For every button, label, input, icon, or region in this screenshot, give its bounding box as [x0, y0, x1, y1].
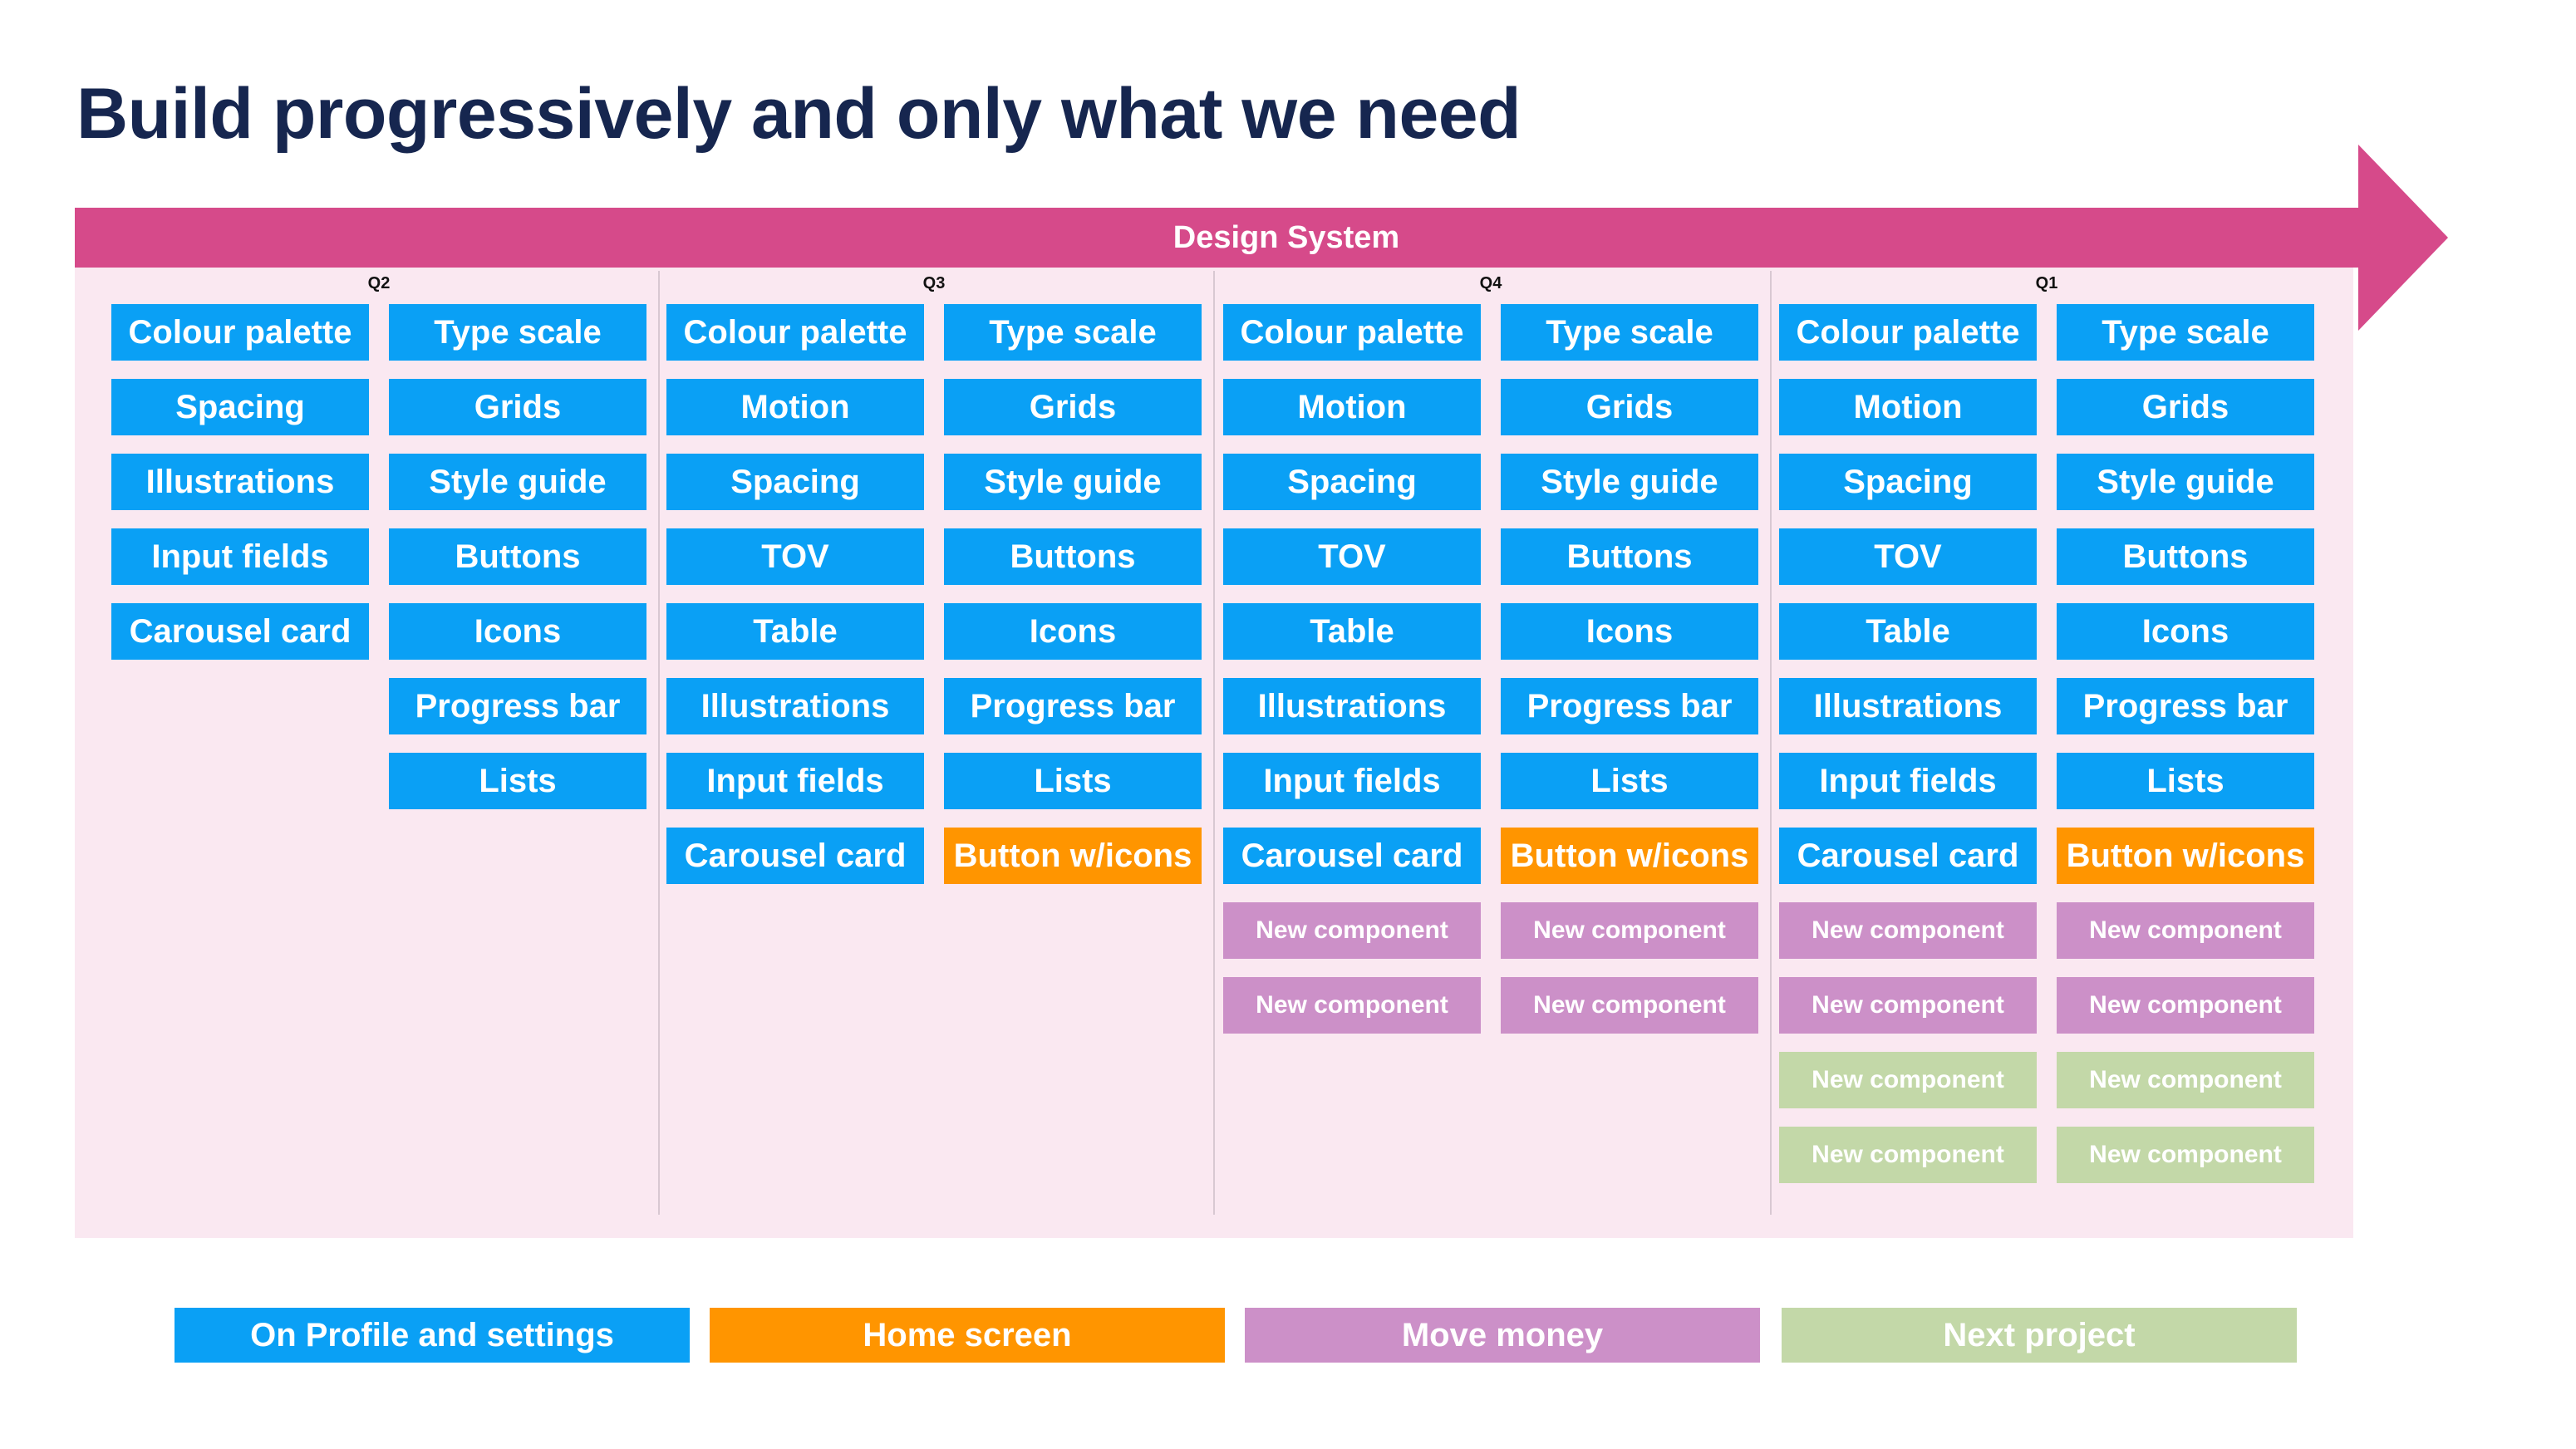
component-chip: New component	[1501, 977, 1758, 1034]
component-chip: Colour palette	[666, 304, 924, 361]
component-chip: TOV	[1223, 528, 1481, 585]
design-system-label: Design System	[1172, 220, 1400, 255]
component-chip: TOV	[1779, 528, 2037, 585]
component-chip: Grids	[1501, 379, 1758, 435]
component-chip: Motion	[666, 379, 924, 435]
component-chip: Motion	[1779, 379, 2037, 435]
component-chip: Buttons	[1501, 528, 1758, 585]
component-chip: New component	[1779, 1052, 2037, 1108]
component-chip: Type scale	[1501, 304, 1758, 361]
component-chip: Illustrations	[111, 454, 369, 510]
quarter-label-q2: Q2	[367, 274, 391, 292]
component-chip: New component	[2057, 902, 2314, 959]
component-chip: New component	[1501, 902, 1758, 959]
component-chip: Style guide	[1501, 454, 1758, 510]
component-chip: Buttons	[2057, 528, 2314, 585]
legend-item-money: Move money	[1245, 1308, 1760, 1363]
component-chip: Carousel card	[1779, 828, 2037, 884]
component-chip: Progress bar	[2057, 678, 2314, 734]
component-chip: Buttons	[389, 528, 646, 585]
component-chip: Spacing	[666, 454, 924, 510]
component-chip: Type scale	[389, 304, 646, 361]
component-chip: Icons	[389, 603, 646, 660]
quarter-divider	[1770, 271, 1772, 1215]
component-chip: Grids	[944, 379, 1202, 435]
legend-item-home: Home screen	[710, 1308, 1225, 1363]
component-chip: Table	[666, 603, 924, 660]
component-chip: Table	[1779, 603, 2037, 660]
component-chip: New component	[2057, 1127, 2314, 1183]
component-chip: New component	[1223, 902, 1481, 959]
legend-item-next: Next project	[1782, 1308, 2297, 1363]
component-chip: Spacing	[1223, 454, 1481, 510]
component-chip: Spacing	[1779, 454, 2037, 510]
component-chip: Carousel card	[1223, 828, 1481, 884]
arrow-shape	[75, 145, 2448, 331]
component-chip: TOV	[666, 528, 924, 585]
component-chip: Grids	[389, 379, 646, 435]
component-chip: Input fields	[1223, 753, 1481, 809]
component-chip: Carousel card	[111, 603, 369, 660]
component-chip: Style guide	[944, 454, 1202, 510]
component-chip: Lists	[2057, 753, 2314, 809]
component-chip: Table	[1223, 603, 1481, 660]
component-chip: Motion	[1223, 379, 1481, 435]
component-chip: Button w/icons	[2057, 828, 2314, 884]
component-chip: New component	[2057, 977, 2314, 1034]
component-chip: Grids	[2057, 379, 2314, 435]
page-title: Build progressively and only what we nee…	[76, 74, 1522, 154]
component-chip: Type scale	[944, 304, 1202, 361]
component-chip: New component	[2057, 1052, 2314, 1108]
design-system-arrow	[75, 145, 2448, 331]
component-chip: Input fields	[1779, 753, 2037, 809]
component-chip: Colour palette	[1223, 304, 1481, 361]
component-chip: Illustrations	[1223, 678, 1481, 734]
component-chip: New component	[1779, 1127, 2037, 1183]
component-chip: Progress bar	[1501, 678, 1758, 734]
component-chip: Colour palette	[111, 304, 369, 361]
component-chip: Icons	[944, 603, 1202, 660]
component-chip: Style guide	[2057, 454, 2314, 510]
quarter-label-q3: Q3	[922, 274, 946, 292]
quarter-label-q1: Q1	[2035, 274, 2058, 292]
component-chip: Button w/icons	[1501, 828, 1758, 884]
legend-item-profile: On Profile and settings	[175, 1308, 690, 1363]
component-chip: Colour palette	[1779, 304, 2037, 361]
component-chip: Illustrations	[666, 678, 924, 734]
component-chip: Input fields	[666, 753, 924, 809]
component-chip: Progress bar	[389, 678, 646, 734]
component-chip: Buttons	[944, 528, 1202, 585]
component-chip: Progress bar	[944, 678, 1202, 734]
component-chip: Type scale	[2057, 304, 2314, 361]
component-chip: New component	[1223, 977, 1481, 1034]
component-chip: Input fields	[111, 528, 369, 585]
quarter-divider	[658, 271, 660, 1215]
component-chip: Carousel card	[666, 828, 924, 884]
component-chip: Lists	[1501, 753, 1758, 809]
component-chip: Lists	[389, 753, 646, 809]
component-chip: Icons	[2057, 603, 2314, 660]
component-chip: Icons	[1501, 603, 1758, 660]
component-chip: New component	[1779, 902, 2037, 959]
component-chip: Style guide	[389, 454, 646, 510]
component-chip: Illustrations	[1779, 678, 2037, 734]
component-chip: New component	[1779, 977, 2037, 1034]
component-chip: Button w/icons	[944, 828, 1202, 884]
quarter-label-q4: Q4	[1479, 274, 1502, 292]
quarter-divider	[1213, 271, 1215, 1215]
component-chip: Spacing	[111, 379, 369, 435]
component-chip: Lists	[944, 753, 1202, 809]
